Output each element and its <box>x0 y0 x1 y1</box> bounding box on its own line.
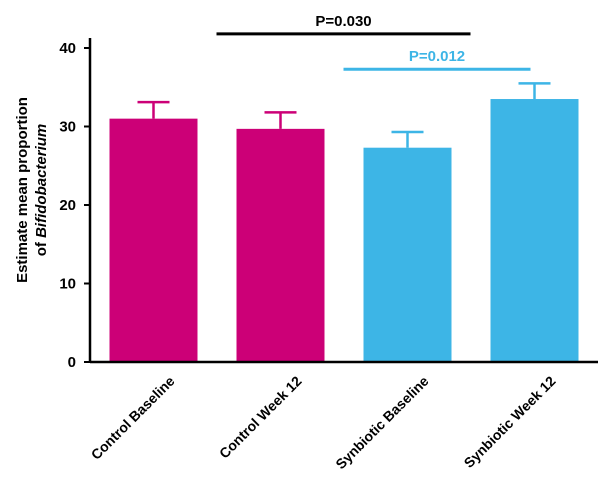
significance-label-2: P=0.012 <box>409 48 465 65</box>
x-tick-label-3: Synbiotic Baseline <box>332 373 431 472</box>
bar-3 <box>363 147 452 362</box>
error-bars-group <box>137 82 551 148</box>
y-axis-title-line2-prefix: of <box>33 238 50 256</box>
y-axis-title-line2-italic: Bifidobacterium <box>33 124 50 238</box>
y-axis-title-line1: Estimate mean proportion <box>14 97 31 283</box>
bar-1 <box>109 118 198 363</box>
y-tick-label-0: 0 <box>68 354 76 371</box>
bars-group <box>109 99 579 363</box>
x-tick-label-2: Control Week 12 <box>216 373 305 462</box>
x-tick-label-4: Synbiotic Week 12 <box>461 373 559 471</box>
y-tick-label-10: 10 <box>59 276 76 293</box>
y-tick-label-40: 40 <box>59 40 76 57</box>
significance-label-1: P=0.030 <box>315 13 371 30</box>
x-tick-label-1: Control Baseline <box>88 373 178 463</box>
y-axis-title-line2: of Bifidobacterium <box>33 124 50 257</box>
bar-2 <box>236 128 325 362</box>
bar-4 <box>490 99 579 363</box>
y-tick-label-30: 30 <box>59 119 76 136</box>
annotations-group: P=0.030 P=0.012 <box>216 13 531 71</box>
y-tick-label-20: 20 <box>59 197 76 214</box>
